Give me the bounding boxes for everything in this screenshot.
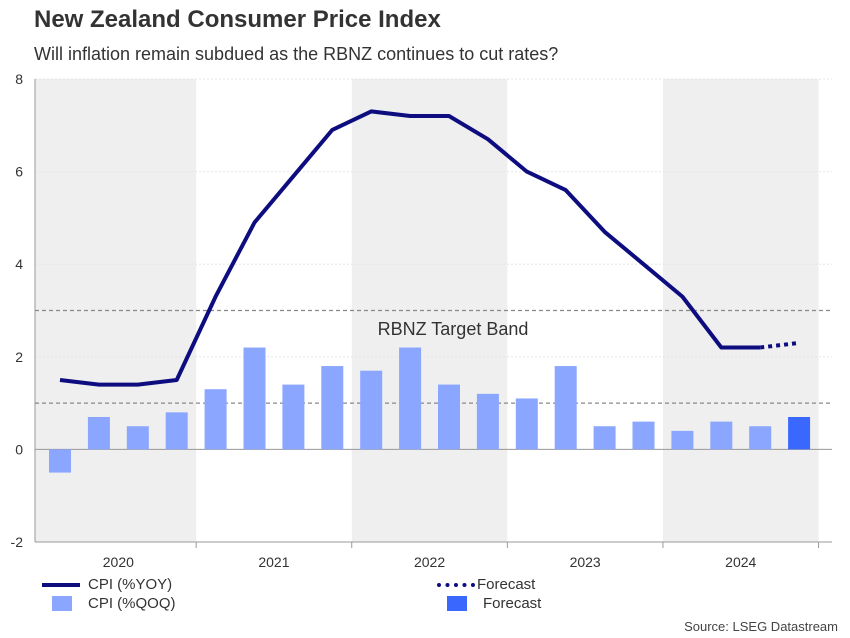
- qoq-bar-2023Q1: [515, 398, 538, 450]
- qoq-bar-2024Q2: [710, 421, 733, 450]
- chart-subtitle: Will inflation remain subdued as the RBN…: [34, 44, 559, 64]
- target-band-label: RBNZ Target Band: [378, 319, 529, 339]
- x-tick-label-2023: 2023: [570, 554, 601, 570]
- qoq-bar-2020Q4: [165, 412, 188, 450]
- x-tick-label-2021: 2021: [258, 554, 289, 570]
- legend-swatch-line: [42, 582, 80, 587]
- legend-label-cpi-yoy: CPI (%YOY): [88, 576, 173, 593]
- qoq-bar-2023Q3: [593, 426, 616, 450]
- qoq-bar-2022Q1: [360, 370, 383, 450]
- x-tick-label-2022: 2022: [414, 554, 445, 570]
- legend-item-forecast-line: Forecast: [437, 576, 535, 593]
- y-tick-label: 4: [15, 256, 23, 272]
- forecast-bar-2024Q4: [788, 416, 811, 450]
- y-tick-label: 6: [15, 164, 23, 180]
- qoq-bar-2021Q1: [204, 389, 227, 450]
- qoq-bar-2021Q2: [243, 347, 266, 450]
- legend-item-cpi-yoy: CPI (%YOY): [42, 576, 172, 593]
- legend-swatch-dotted-line: [437, 582, 475, 587]
- qoq-bar-2022Q4: [476, 393, 499, 450]
- x-tick-label-2020: 2020: [103, 554, 134, 570]
- qoq-bar-2024Q1: [671, 430, 694, 450]
- y-tick-label: -2: [11, 534, 24, 550]
- qoq-bar-2023Q2: [554, 366, 577, 450]
- legend-swatch-bar-forecast: [447, 596, 467, 611]
- qoq-bar-2023Q4: [632, 421, 655, 450]
- qoq-bar-2020Q2: [87, 416, 110, 450]
- forecast-yoy-line: [759, 340, 800, 350]
- legend-item-forecast-bar: Forecast: [437, 595, 541, 612]
- cpi-yoy-line: [59, 109, 761, 387]
- qoq-bar-2021Q3: [282, 384, 305, 450]
- y-tick-label: 2: [15, 349, 23, 365]
- x-tick-label-2024: 2024: [725, 554, 756, 570]
- source-note: Source: LSEG Datastream: [684, 619, 838, 634]
- y-tick-label: 8: [15, 71, 23, 87]
- qoq-bar-2020Q1: [49, 449, 71, 473]
- legend-label-cpi-qoq: CPI (%QOQ): [88, 595, 176, 612]
- y-tick-label: 0: [15, 441, 23, 457]
- chart-title: New Zealand Consumer Price Index: [34, 6, 441, 33]
- legend-label-forecast-bar: Forecast: [483, 595, 542, 612]
- qoq-bar-2022Q3: [438, 384, 460, 450]
- qoq-bar-2022Q2: [399, 347, 422, 450]
- qoq-bar-2024Q3: [749, 426, 772, 450]
- qoq-bar-2021Q4: [321, 366, 344, 450]
- qoq-bar-2020Q3: [126, 426, 149, 450]
- legend-swatch-bar: [52, 596, 72, 611]
- legend-label-forecast-line: Forecast: [477, 576, 536, 593]
- legend-item-cpi-qoq: CPI (%QOQ): [42, 595, 176, 612]
